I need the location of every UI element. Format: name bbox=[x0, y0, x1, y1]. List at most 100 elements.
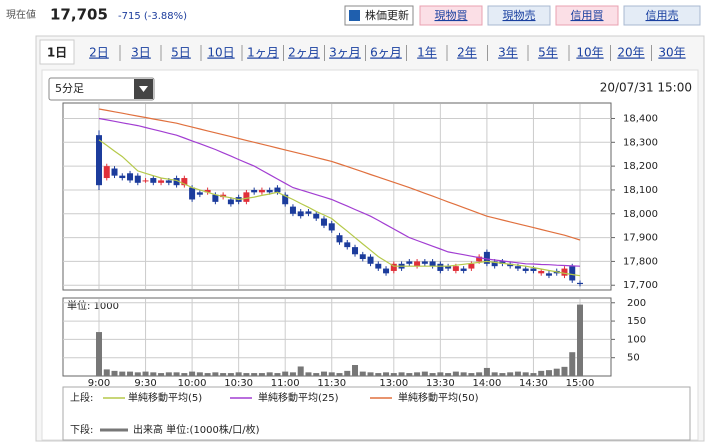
candle-body bbox=[204, 189, 211, 193]
volume-bar bbox=[328, 372, 335, 376]
volume-unit: 単位: 1000 bbox=[67, 299, 119, 312]
refresh-icon bbox=[349, 10, 360, 21]
candle-body bbox=[134, 175, 141, 183]
volume-bar bbox=[150, 372, 157, 376]
volume-bar bbox=[553, 368, 560, 376]
tab[interactable]: 1ヶ月 bbox=[247, 46, 279, 60]
tab[interactable]: 10年 bbox=[576, 46, 603, 60]
candle-body bbox=[569, 266, 576, 281]
volume-bar bbox=[282, 371, 289, 376]
y-tick-label: 200 bbox=[627, 298, 646, 309]
x-tick-label: 11:00 bbox=[271, 378, 300, 389]
candle-body bbox=[437, 263, 444, 271]
tab[interactable]: 2年 bbox=[457, 46, 477, 60]
y-tick-label: 18,200 bbox=[623, 161, 658, 172]
header-button-label[interactable]: 現物売 bbox=[503, 8, 536, 22]
interval-select[interactable] bbox=[48, 77, 155, 101]
volume-bar bbox=[352, 365, 359, 376]
volume-bar bbox=[181, 373, 188, 376]
candle-body bbox=[189, 187, 196, 200]
candle-body bbox=[320, 218, 327, 226]
candle-body bbox=[530, 268, 537, 271]
y-tick-label: 18,100 bbox=[623, 185, 658, 196]
tab[interactable]: 5年 bbox=[538, 46, 558, 60]
y-tick-label: 18,400 bbox=[623, 113, 658, 124]
volume-bar bbox=[111, 370, 118, 376]
volume-bar bbox=[406, 373, 413, 376]
price: 17,705 bbox=[50, 6, 108, 24]
volume-bar bbox=[297, 366, 304, 376]
volume-bar bbox=[119, 371, 126, 376]
volume-bar bbox=[429, 373, 436, 376]
volume-bar bbox=[227, 373, 234, 376]
header-button[interactable] bbox=[487, 5, 551, 26]
volume-bar bbox=[476, 372, 483, 376]
candle-body bbox=[390, 263, 397, 271]
candle-body bbox=[538, 270, 545, 274]
tab[interactable]: 3年 bbox=[498, 46, 518, 60]
volume-bar bbox=[220, 373, 227, 376]
tab[interactable]: 6ヶ月 bbox=[370, 46, 402, 60]
volume-bar bbox=[514, 371, 521, 376]
tab[interactable]: 1日 bbox=[47, 46, 67, 60]
legend-upper-label: 上段: bbox=[70, 391, 93, 404]
header-button[interactable] bbox=[623, 5, 701, 26]
legend-label: 出来高 単位:(1000株/口/枚) bbox=[133, 423, 260, 436]
y-tick-label: 17,700 bbox=[623, 280, 658, 291]
volume-bar bbox=[134, 372, 141, 376]
volume-bar bbox=[483, 367, 490, 376]
tab[interactable]: 2ヶ月 bbox=[288, 46, 320, 60]
tab[interactable]: 3ヶ月 bbox=[329, 46, 361, 60]
volume-bar bbox=[390, 373, 397, 376]
candle-body bbox=[289, 206, 296, 214]
candle-body bbox=[297, 211, 304, 217]
candle-body bbox=[313, 213, 320, 219]
header-button[interactable] bbox=[555, 5, 619, 26]
tab[interactable]: 5日 bbox=[171, 46, 191, 60]
candle-body bbox=[127, 173, 134, 181]
volume-bar bbox=[421, 371, 428, 376]
y-tick-label: 18,300 bbox=[623, 137, 658, 148]
candle-body bbox=[406, 261, 413, 264]
candle-body bbox=[119, 175, 126, 179]
candle-body bbox=[328, 223, 335, 231]
header-button-label[interactable]: 信用売 bbox=[646, 9, 679, 22]
volume-bar bbox=[158, 373, 165, 376]
tab[interactable]: 3日 bbox=[131, 46, 151, 60]
tab[interactable]: 10日 bbox=[207, 46, 234, 60]
candle-body bbox=[165, 180, 172, 183]
candle-body bbox=[103, 166, 110, 179]
volume-bar bbox=[243, 373, 250, 376]
header-button[interactable] bbox=[344, 5, 414, 26]
tab[interactable]: 2日 bbox=[89, 46, 109, 60]
volume-bar bbox=[235, 372, 242, 376]
select-arrow bbox=[139, 86, 148, 92]
volume-bar bbox=[383, 372, 390, 376]
interval: 5分足 bbox=[55, 82, 84, 95]
volume-bar bbox=[313, 373, 320, 376]
volume-bar bbox=[196, 372, 203, 376]
candle-body bbox=[499, 261, 506, 264]
candle-body bbox=[344, 242, 351, 248]
header-button[interactable] bbox=[419, 5, 483, 26]
volume-bar bbox=[445, 373, 452, 376]
candle-body bbox=[158, 180, 165, 183]
volume-bar bbox=[274, 373, 281, 376]
header-button-label[interactable]: 株価更新 bbox=[365, 8, 409, 22]
header-button-label[interactable]: 現物買 bbox=[435, 8, 468, 22]
tab[interactable]: 1年 bbox=[417, 46, 437, 60]
tab[interactable]: 20年 bbox=[617, 46, 644, 60]
volume-bar bbox=[569, 352, 576, 376]
volume-bar bbox=[251, 373, 258, 376]
volume-bar bbox=[258, 373, 265, 376]
volume-bar bbox=[359, 371, 366, 376]
candle-body bbox=[359, 254, 366, 260]
candle-body bbox=[142, 180, 149, 182]
candle-body bbox=[460, 268, 467, 271]
candle-body bbox=[414, 261, 421, 267]
candle-body bbox=[483, 251, 490, 264]
header-button-label[interactable]: 信用買 bbox=[571, 9, 604, 22]
volume-bar bbox=[212, 372, 219, 376]
candle-body bbox=[476, 256, 483, 262]
tab[interactable]: 30年 bbox=[658, 46, 685, 60]
